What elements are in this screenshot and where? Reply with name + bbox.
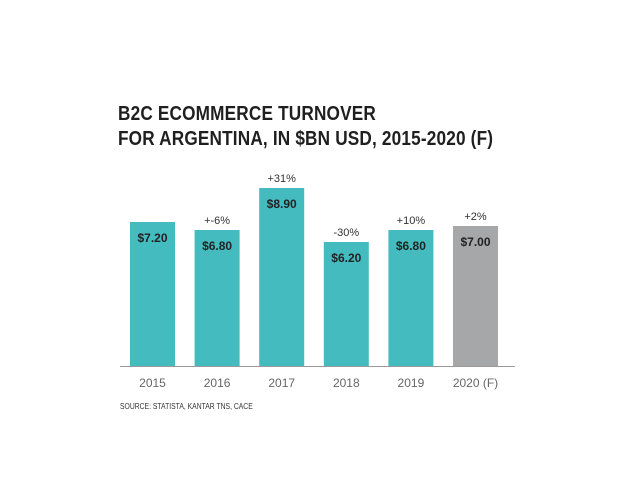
x-tick-label: 2016 (204, 376, 231, 390)
value-label: $7.00 (460, 235, 490, 249)
value-label: $6.80 (396, 239, 426, 253)
change-label: +-6% (204, 215, 230, 227)
x-tick-label: 2019 (398, 376, 425, 390)
change-label: +2% (464, 211, 487, 223)
x-tick-label: 2017 (268, 376, 295, 390)
labels-group: $7.20 2015 $6.80 +-6% 2016 $8.90 +31% 2017 $6.20… (137, 173, 498, 390)
change-label: -30% (333, 227, 359, 239)
chart-title-line-2: FOR ARGENTINA, IN $BN USD, 2015-2020 (F) (118, 128, 494, 150)
change-label: +31% (267, 173, 296, 185)
bars-group (130, 188, 498, 366)
bar-2017 (259, 188, 305, 366)
x-tick-label: 2020 (F) (453, 376, 498, 390)
change-label: +10% (397, 215, 426, 227)
chart-title-line-1: B2C ECOMMERCE TURNOVER (118, 103, 376, 125)
value-label: $6.20 (331, 251, 361, 265)
value-label: $8.90 (267, 197, 297, 211)
value-label: $6.80 (202, 239, 232, 253)
chart-title: B2C ECOMMERCE TURNOVER FOR ARGENTINA, IN… (118, 102, 493, 152)
x-tick-label: 2015 (139, 376, 166, 390)
bar-2016 (194, 230, 240, 366)
bar-2020-f (453, 226, 498, 366)
bar-2018 (323, 242, 369, 366)
value-label: $7.20 (137, 231, 167, 245)
bar-2015 (130, 222, 175, 366)
bar-2019 (388, 230, 434, 366)
x-tick-label: 2018 (333, 376, 360, 390)
source-note: SOURCE: STATISTA, KANTAR TNS, CACE (120, 402, 253, 411)
